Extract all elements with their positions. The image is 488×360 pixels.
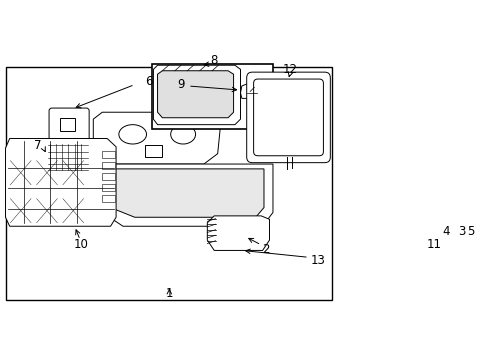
Text: 12: 12	[282, 63, 297, 76]
Polygon shape	[102, 164, 272, 226]
FancyBboxPatch shape	[246, 72, 330, 163]
Polygon shape	[110, 169, 264, 217]
Circle shape	[467, 210, 471, 215]
Bar	[60, 118, 75, 131]
Text: 8: 8	[210, 54, 218, 67]
Bar	[102, 162, 115, 169]
Circle shape	[447, 163, 456, 172]
Text: 11: 11	[426, 238, 441, 251]
Ellipse shape	[119, 125, 146, 144]
Circle shape	[439, 210, 450, 221]
Polygon shape	[153, 65, 240, 125]
Text: 10: 10	[74, 238, 89, 251]
Text: 5: 5	[467, 225, 474, 238]
Text: 7: 7	[34, 139, 41, 152]
Polygon shape	[93, 112, 221, 164]
Polygon shape	[367, 119, 440, 192]
Ellipse shape	[170, 125, 195, 144]
Bar	[102, 173, 115, 180]
Polygon shape	[207, 216, 269, 251]
Circle shape	[443, 214, 447, 218]
Circle shape	[464, 208, 474, 217]
Text: 3: 3	[457, 225, 465, 238]
FancyBboxPatch shape	[253, 79, 323, 156]
Polygon shape	[441, 136, 488, 199]
Text: 4: 4	[441, 225, 448, 238]
Polygon shape	[5, 139, 116, 226]
FancyBboxPatch shape	[49, 108, 89, 143]
Text: 2: 2	[262, 243, 269, 256]
Bar	[102, 184, 115, 191]
FancyBboxPatch shape	[45, 140, 90, 174]
Text: 1: 1	[165, 287, 173, 300]
Bar	[102, 195, 115, 202]
Circle shape	[479, 142, 486, 149]
Bar	[152, 64, 272, 130]
Polygon shape	[240, 83, 262, 98]
Text: 9: 9	[177, 78, 184, 91]
Bar	[145, 145, 162, 157]
Text: 6: 6	[144, 75, 152, 87]
Text: 13: 13	[310, 254, 325, 267]
Bar	[102, 151, 115, 158]
Polygon shape	[157, 71, 233, 118]
